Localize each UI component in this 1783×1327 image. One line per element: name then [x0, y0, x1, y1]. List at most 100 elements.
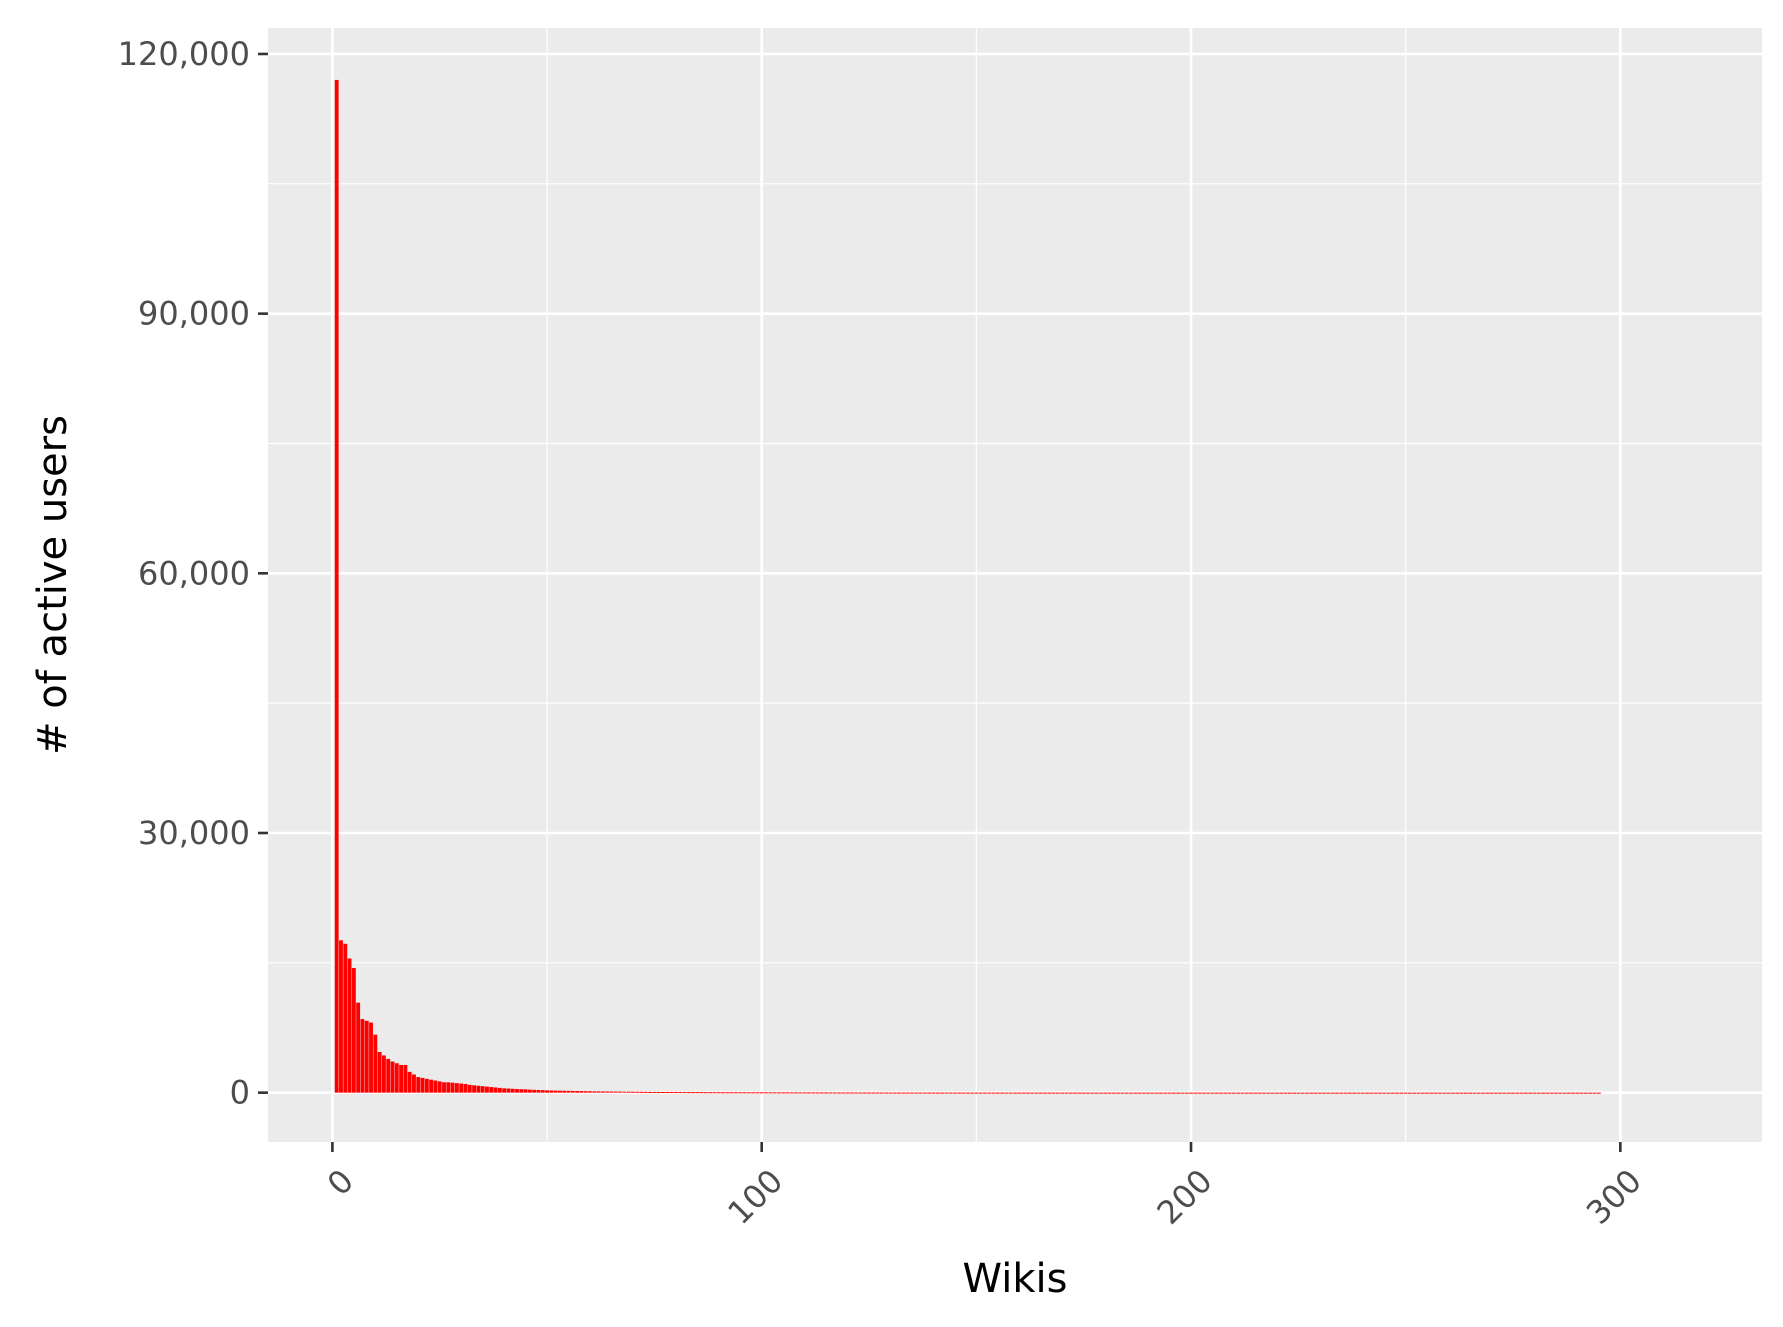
bar	[854, 1092, 859, 1094]
bar	[1038, 1092, 1043, 1094]
bar	[1511, 1092, 1515, 1094]
bar	[1481, 1092, 1485, 1094]
bar	[1446, 1092, 1451, 1094]
bar	[1171, 1092, 1176, 1094]
bar	[845, 1092, 850, 1094]
bar	[1107, 1092, 1112, 1094]
bar	[1335, 1092, 1339, 1094]
bar	[399, 1064, 404, 1093]
bar	[1051, 1092, 1056, 1094]
bar	[626, 1091, 631, 1093]
bar	[553, 1090, 558, 1093]
bar	[1309, 1092, 1314, 1094]
bar	[575, 1091, 580, 1093]
bar	[1274, 1092, 1279, 1094]
bar	[1279, 1092, 1284, 1094]
bar	[506, 1088, 511, 1093]
bar	[1347, 1092, 1352, 1094]
bar	[1163, 1092, 1168, 1094]
minor-gridlines	[268, 28, 1762, 1142]
bar	[1055, 1092, 1060, 1094]
bar	[527, 1089, 532, 1093]
bar	[635, 1091, 640, 1093]
bar	[1025, 1092, 1030, 1094]
bar	[450, 1082, 455, 1093]
bar	[570, 1090, 575, 1093]
bar	[1485, 1092, 1490, 1094]
bar	[944, 1092, 949, 1094]
bar-series	[334, 79, 1601, 1094]
bar	[811, 1092, 816, 1094]
bar	[841, 1092, 846, 1094]
bar	[678, 1092, 683, 1094]
bar	[734, 1092, 738, 1094]
bar	[1408, 1092, 1412, 1094]
bar	[794, 1092, 798, 1094]
bar	[1468, 1092, 1473, 1094]
major-gridlines	[268, 28, 1762, 1142]
bar	[394, 1063, 399, 1093]
bar	[1459, 1092, 1464, 1094]
bar	[686, 1092, 691, 1094]
bar	[1270, 1092, 1275, 1094]
bar	[1390, 1092, 1395, 1094]
bar	[901, 1092, 906, 1094]
bar	[592, 1091, 597, 1093]
bar	[691, 1092, 695, 1094]
bar	[673, 1092, 678, 1094]
bar	[1227, 1092, 1232, 1094]
y-tick-label: 90,000	[138, 295, 250, 333]
bar	[1232, 1092, 1236, 1094]
bar	[339, 940, 343, 1093]
bar	[1266, 1092, 1271, 1094]
bar	[549, 1090, 554, 1093]
bar	[940, 1092, 944, 1094]
bar	[1103, 1092, 1108, 1094]
bar	[1395, 1092, 1400, 1094]
bar	[897, 1092, 902, 1094]
bar	[1429, 1092, 1434, 1094]
bar	[424, 1078, 429, 1093]
plot-panel	[268, 28, 1762, 1142]
bar	[1416, 1092, 1421, 1094]
bar	[965, 1092, 970, 1094]
bar	[1128, 1092, 1133, 1094]
bar	[1463, 1092, 1468, 1094]
bar	[1575, 1092, 1580, 1094]
bar	[579, 1091, 584, 1093]
bar	[1326, 1092, 1331, 1094]
bar	[1352, 1092, 1357, 1094]
bar	[1330, 1092, 1335, 1094]
bar	[721, 1092, 726, 1094]
bar	[849, 1092, 854, 1094]
bar	[914, 1092, 919, 1094]
bar	[1592, 1092, 1597, 1094]
bar	[1120, 1092, 1125, 1094]
bar	[1399, 1092, 1404, 1094]
bar	[1000, 1092, 1005, 1094]
bar	[566, 1090, 571, 1093]
bar	[755, 1092, 760, 1094]
bar	[1506, 1092, 1511, 1094]
bar	[605, 1091, 610, 1093]
bar	[751, 1092, 756, 1094]
bar	[540, 1090, 545, 1093]
bar	[862, 1092, 867, 1094]
bar	[583, 1091, 588, 1093]
bar	[1094, 1092, 1099, 1094]
bar	[532, 1089, 537, 1093]
bar	[961, 1092, 966, 1094]
bar	[1189, 1092, 1193, 1094]
bar	[377, 1051, 382, 1093]
bar	[1386, 1092, 1391, 1094]
bar	[1004, 1092, 1009, 1094]
bar	[695, 1092, 700, 1094]
bar	[1549, 1092, 1554, 1094]
bar	[334, 79, 339, 1093]
bar	[360, 1019, 365, 1093]
bar	[1300, 1092, 1305, 1094]
bar	[1472, 1092, 1477, 1094]
bar	[1545, 1092, 1550, 1094]
bar	[1515, 1092, 1520, 1094]
bar	[1257, 1092, 1262, 1094]
